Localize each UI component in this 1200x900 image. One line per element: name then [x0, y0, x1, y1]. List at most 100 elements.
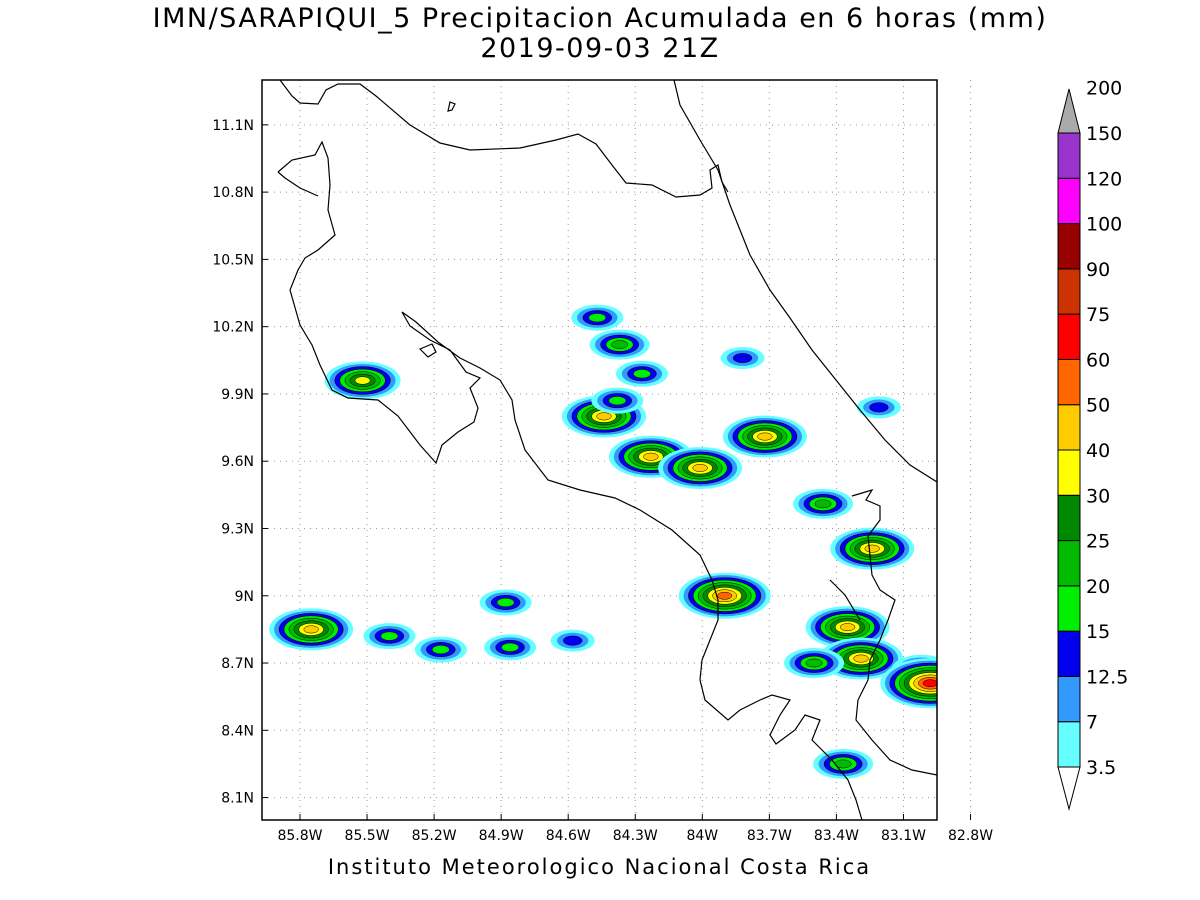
precip-contour: [757, 432, 773, 441]
footer-credit: Instituto Meteorologico Nacional Costa R…: [327, 855, 872, 879]
colorbar-swatch: [1057, 630, 1081, 677]
colorbar-label: 15: [1086, 621, 1110, 643]
precip-cell: [856, 396, 901, 419]
precip-contour: [501, 642, 520, 652]
precip-cell: [589, 329, 650, 360]
colorbar-label: 3.5: [1086, 757, 1116, 779]
precip-contour: [496, 597, 515, 608]
x-tick-label: 85.2W: [412, 828, 457, 844]
y-axis-ticks: 11.1N 10.8N 10.5N 10.2N 9.9N 9.6N 9.3N 9N 8.7N 8.…: [212, 118, 268, 807]
precip-cell: [720, 347, 765, 370]
colorbar-label: 7: [1086, 712, 1098, 734]
x-axis-ticks: 85.8W 85.5W 85.2W 84.9W 84.6W 84.3W 84W 83.7W 83…: [277, 814, 993, 844]
colorbar-swatch: [1057, 449, 1081, 496]
x-tick-label: 83.7W: [747, 828, 792, 844]
colorbar-swatch: [1057, 268, 1081, 315]
precip-cell: [414, 636, 467, 663]
precip-contour: [633, 369, 651, 379]
precip-contour: [596, 412, 612, 421]
precip-cell: [479, 589, 532, 616]
precip-contour: [732, 353, 753, 364]
x-tick-label: 84.9W: [479, 828, 524, 844]
precip-cell: [819, 637, 904, 680]
colorbar-label: 60: [1086, 349, 1110, 371]
x-tick-label: 84W: [686, 828, 718, 844]
y-tick-label: 10.5N: [212, 252, 254, 268]
x-tick-label: 83.1W: [881, 828, 926, 844]
precip-cell: [880, 658, 937, 709]
precip-cell: [324, 361, 401, 400]
y-tick-label: 9.3N: [221, 521, 254, 537]
colorbar-high-arrow: [1057, 88, 1081, 134]
precip-contour: [608, 396, 627, 406]
precip-contour: [805, 658, 823, 668]
map-title: IMN/SARAPIQUI_5 Precipitacion Acumulada …: [152, 3, 1048, 34]
colorbar-label: 100: [1086, 214, 1122, 236]
colorbar-low-arrow: [1057, 766, 1081, 811]
precip-contour: [303, 625, 319, 634]
colorbar-swatch: [1057, 132, 1081, 179]
colorbar-label: 25: [1086, 531, 1110, 553]
colorbar-swatch: [1057, 540, 1081, 587]
precip-contour: [563, 635, 583, 646]
precip-contour: [853, 654, 869, 663]
y-tick-label: 8.4N: [221, 723, 254, 739]
y-tick-label: 9.9N: [221, 387, 254, 403]
y-tick-label: 10.8N: [212, 185, 254, 201]
colorbar-swatch: [1057, 358, 1081, 406]
precip-contour: [431, 644, 450, 655]
precip-contour: [717, 591, 733, 600]
colorbar-label: 150: [1086, 123, 1122, 145]
x-tick-label: 82.8W: [948, 828, 993, 844]
colorbar-label: 75: [1086, 304, 1110, 326]
precip-contour: [864, 544, 880, 553]
x-tick-label: 84.6W: [546, 828, 591, 844]
precip-cell: [269, 608, 354, 651]
colorbar-label: 20: [1086, 576, 1110, 598]
y-tick-label: 8.7N: [221, 656, 254, 672]
y-tick-label: 11.1N: [212, 118, 254, 134]
precip-contour: [380, 631, 399, 641]
y-tick-label: 10.2N: [212, 320, 254, 336]
x-tick-label: 85.5W: [345, 828, 390, 844]
precip-contour: [814, 499, 832, 509]
precip-contour: [869, 402, 889, 413]
precip-cell: [571, 304, 624, 331]
precip-cell: [615, 360, 668, 387]
y-tick-label: 9N: [235, 589, 254, 605]
y-tick-label: 8.1N: [221, 791, 254, 807]
x-tick-label: 83.4W: [814, 828, 859, 844]
precip-cell: [658, 446, 743, 489]
colorbar-swatch: [1057, 585, 1081, 632]
precip-cell: [784, 648, 845, 679]
colorbar-label: 120: [1086, 168, 1122, 190]
colorbar-label: 50: [1086, 395, 1110, 417]
precip-cell: [722, 415, 807, 458]
x-tick-label: 84.3W: [613, 828, 658, 844]
plot-frame: [261, 79, 938, 821]
precip-cell: [805, 606, 890, 649]
precip-cell: [793, 488, 854, 519]
precip-cell: [363, 623, 416, 650]
colorbar-label: 200: [1086, 78, 1122, 100]
colorbar-label: 12.5: [1086, 666, 1128, 688]
colorbar-swatch: [1057, 223, 1081, 270]
colorbar-label: 40: [1086, 440, 1110, 462]
colorbar-label: 30: [1086, 485, 1110, 507]
precip-cell: [550, 629, 595, 652]
colorbar-swatch: [1057, 721, 1081, 768]
precip-contour: [588, 313, 607, 323]
precip-contour: [922, 679, 937, 688]
y-tick-label: 9.6N: [221, 454, 254, 470]
precip-cell: [591, 387, 644, 414]
colorbar: 3.5 7 12.5 15 20 25 30 40 50 60 75 90 100 120 150 200: [1057, 78, 1128, 811]
colorbar-swatch: [1057, 177, 1081, 225]
precip-contour: [692, 463, 708, 472]
precip-cell: [484, 634, 537, 661]
colorbar-swatch: [1057, 313, 1081, 360]
precip-cell: [678, 572, 771, 619]
precip-contour: [643, 452, 659, 461]
precip-contour: [611, 340, 629, 349]
precipitation-cells: [269, 304, 937, 779]
